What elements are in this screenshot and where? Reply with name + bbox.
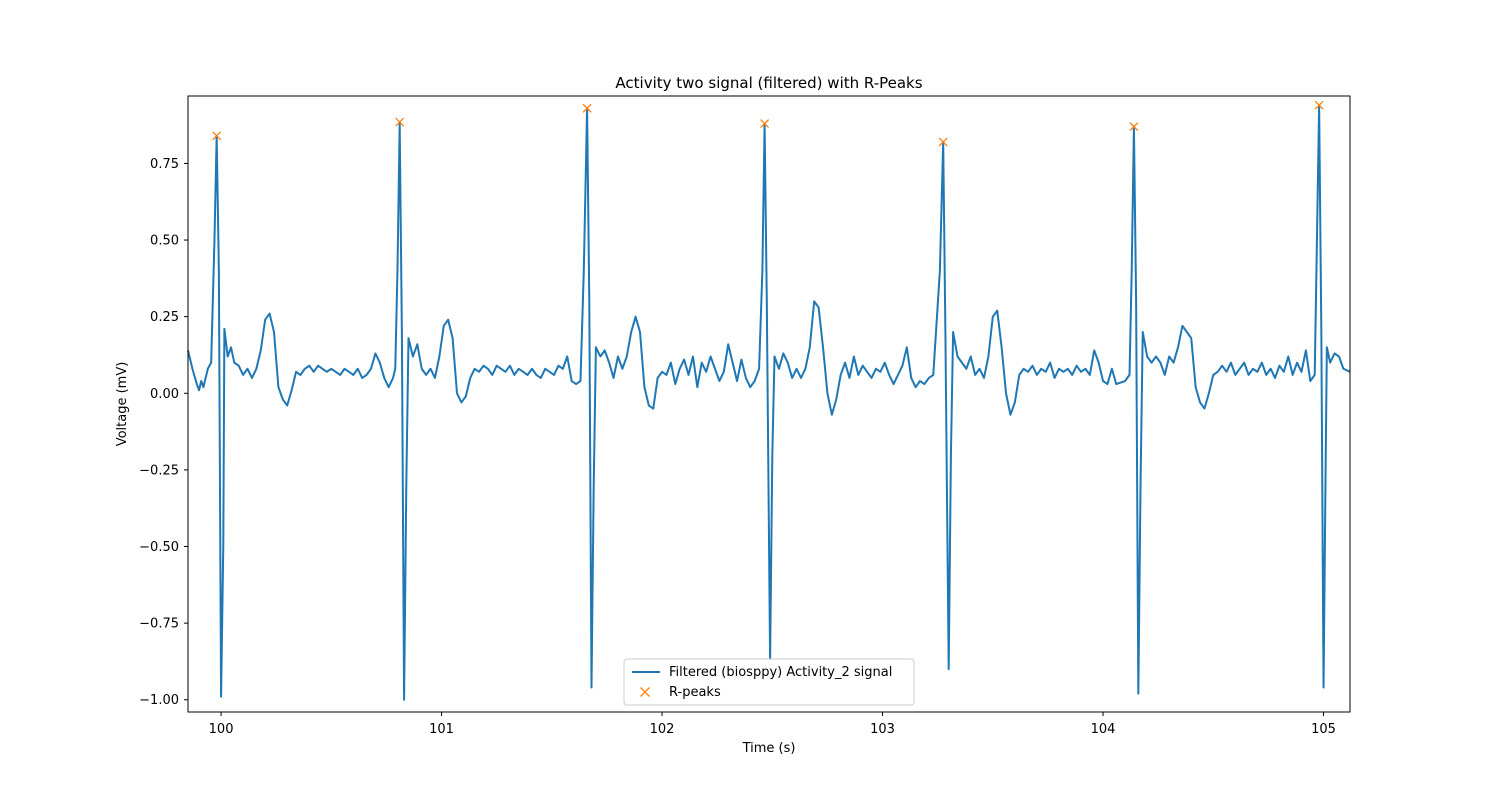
y-tick-label-5: 0.25: [150, 310, 179, 325]
legend: Filtered (biosppy) Activity_2 signal R-p…: [623, 658, 915, 706]
legend-marker-swatch: [640, 687, 650, 697]
plot-frame: [187, 95, 1351, 713]
x-tick-label-0: 100: [209, 722, 234, 737]
y-tick-label-4: 0.00: [150, 387, 179, 402]
y-tick-label-2: −0.50: [139, 540, 179, 555]
marker-layer: [212, 100, 1324, 147]
x-tick-label-5: 105: [1311, 722, 1336, 737]
y-axis-ticks: −1.00 −0.75 −0.50 −0.25 0.00 0.25 0.50 0.75: [139, 157, 188, 708]
x-axis-ticks: 100 101 102 103 104 105: [209, 712, 1336, 737]
y-axis-label: Voltage (mV): [115, 362, 130, 447]
x-tick-label-1: 101: [429, 722, 454, 737]
r-peak-marker-0: [212, 131, 222, 141]
y-tick-label-6: 0.50: [150, 234, 179, 249]
y-tick-label-0: −1.00: [139, 693, 179, 708]
x-tick-label-3: 103: [870, 722, 895, 737]
r-peak-marker-4: [938, 137, 948, 147]
legend-label-signal: Filtered (biosppy) Activity_2 signal: [669, 665, 892, 680]
x-tick-label-2: 102: [650, 722, 675, 737]
y-tick-label-3: −0.25: [139, 463, 179, 478]
r-peak-marker-5: [1129, 122, 1139, 132]
r-peak-marker-2: [582, 103, 592, 113]
y-tick-label-7: 0.75: [150, 157, 179, 172]
legend-box: [623, 658, 915, 706]
r-peak-marker-1: [395, 117, 405, 127]
r-peak-marker-3: [760, 119, 770, 129]
y-tick-label-1: −0.75: [139, 617, 179, 632]
chart-title: Activity two signal (filtered) with R-Pe…: [615, 74, 922, 92]
series-layer: [187, 104, 1351, 701]
x-tick-label-4: 104: [1091, 722, 1116, 737]
legend-label-peaks: R-peaks: [669, 685, 721, 700]
r-peak-marker-6: [1314, 100, 1324, 110]
x-axis-label: Time (s): [742, 741, 796, 756]
series-line-filtered-signal: [187, 104, 1351, 701]
